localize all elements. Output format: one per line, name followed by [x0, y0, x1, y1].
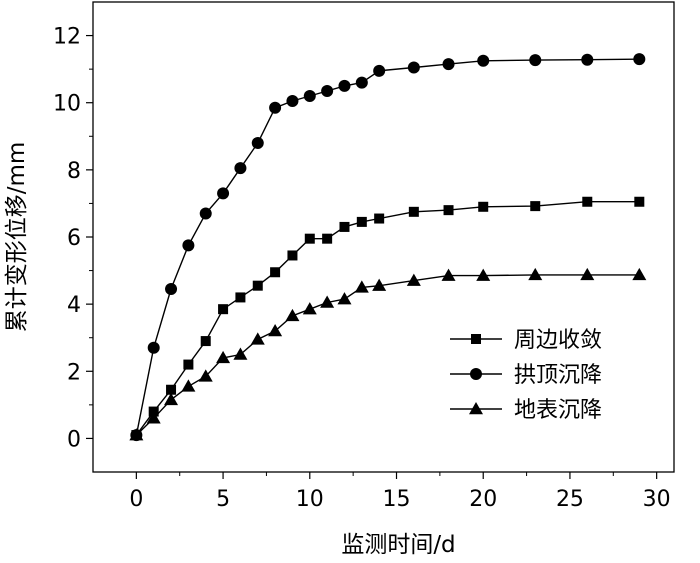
y-tick-label: 6 [67, 226, 81, 251]
data-point-1 [356, 216, 367, 227]
legend-marker-1 [471, 334, 481, 344]
data-point-2 [581, 53, 594, 66]
legend-label-3: 地表沉降 [514, 398, 602, 423]
data-point-3 [372, 278, 387, 291]
data-point-2 [147, 341, 160, 354]
data-point-2 [251, 137, 264, 149]
data-point-2 [165, 283, 178, 296]
data-point-3 [580, 267, 595, 281]
data-point-3 [146, 411, 161, 424]
data-point-1 [443, 205, 454, 216]
data-point-3 [268, 324, 283, 337]
data-point-2 [355, 76, 368, 89]
legend-marker-2 [470, 368, 482, 380]
data-point-3 [476, 268, 491, 281]
data-point-2 [321, 84, 334, 97]
legend-label-2: 拱顶沉降 [514, 363, 602, 388]
x-tick-label: 10 [296, 487, 324, 512]
data-point-2 [633, 53, 646, 66]
data-point-1 [339, 221, 350, 232]
data-point-2 [373, 64, 386, 77]
data-point-1 [235, 292, 246, 303]
x-tick-label: 5 [216, 487, 230, 512]
x-tick-label: 15 [383, 487, 411, 512]
data-point-1 [374, 213, 385, 224]
data-point-1 [200, 336, 211, 347]
data-point-1 [183, 359, 194, 370]
data-point-1 [287, 250, 298, 261]
y-axis-title: 累计变形位移/mm [4, 142, 30, 333]
data-point-2 [217, 187, 230, 200]
data-point-3 [198, 369, 213, 382]
data-point-2 [477, 54, 490, 67]
data-point-1 [530, 201, 541, 212]
data-point-3 [337, 292, 352, 305]
data-point-3 [320, 295, 335, 308]
x-tick-label: 0 [129, 487, 143, 512]
y-tick-label: 8 [67, 159, 81, 184]
data-point-3 [216, 350, 231, 364]
data-point-2 [407, 61, 420, 74]
data-point-1 [166, 384, 177, 395]
x-tick-label: 20 [469, 487, 497, 512]
data-point-2 [199, 207, 212, 220]
data-point-2 [269, 101, 282, 114]
data-point-1 [408, 206, 419, 217]
data-point-2 [286, 95, 299, 108]
data-point-1 [270, 267, 281, 278]
data-point-1 [304, 233, 315, 244]
data-point-3 [441, 268, 456, 281]
y-tick-label: 0 [67, 427, 81, 452]
x-tick-label: 30 [643, 487, 671, 512]
y-tick-label: 12 [53, 25, 81, 50]
data-point-2 [182, 239, 195, 252]
data-point-2 [303, 90, 316, 102]
data-point-3 [250, 332, 265, 345]
data-point-2 [234, 162, 247, 175]
data-point-1 [252, 280, 263, 291]
data-point-1 [478, 201, 489, 212]
data-point-3 [285, 308, 300, 322]
y-tick-label: 2 [67, 360, 81, 385]
data-point-3 [129, 428, 144, 441]
data-point-3 [354, 280, 369, 293]
data-point-1 [322, 233, 333, 244]
data-point-3 [164, 392, 179, 406]
data-point-3 [302, 302, 317, 315]
data-point-3 [233, 347, 248, 360]
data-point-1 [218, 304, 229, 315]
data-point-2 [529, 54, 542, 67]
data-point-3 [406, 273, 421, 286]
legend-label-1: 周边收敛 [514, 328, 602, 353]
data-point-1 [634, 196, 645, 207]
data-point-3 [528, 267, 543, 281]
data-point-1 [582, 196, 593, 207]
x-axis-title: 监测时间/d [341, 532, 455, 558]
data-point-3 [632, 267, 647, 281]
y-tick-label: 10 [53, 92, 81, 117]
data-point-2 [442, 58, 455, 71]
data-point-3 [181, 379, 196, 392]
data-point-2 [338, 79, 351, 92]
x-tick-label: 25 [556, 487, 584, 512]
legend-marker-3 [469, 402, 483, 415]
y-tick-label: 4 [67, 293, 81, 318]
